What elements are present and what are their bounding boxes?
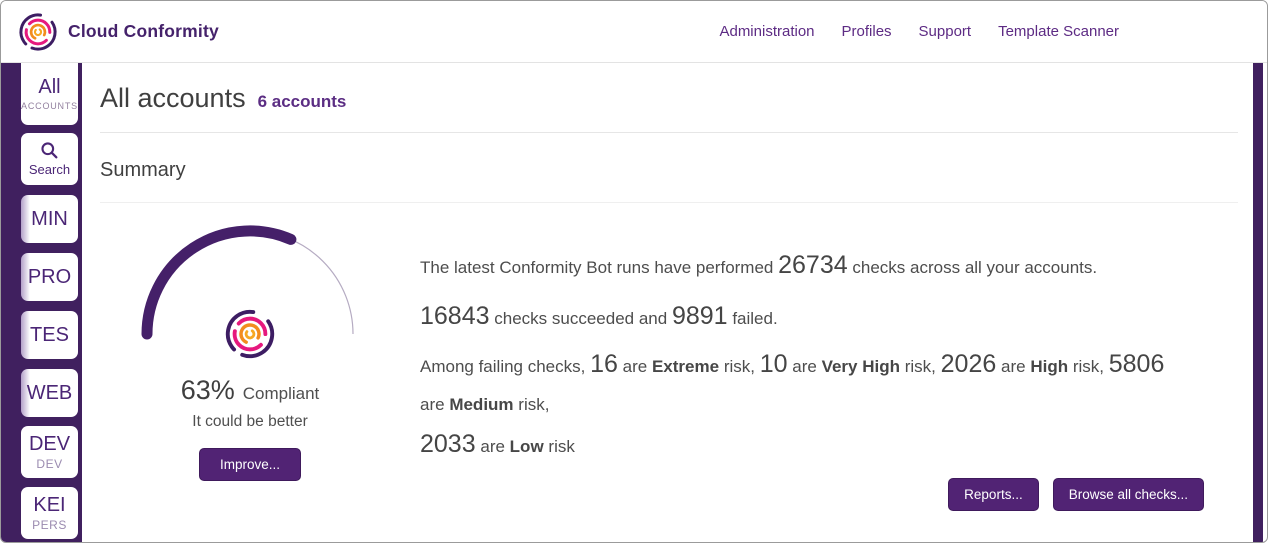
summary-section-title: Summary (100, 159, 186, 181)
sidebar-item-min[interactable]: MIN (21, 195, 78, 243)
medium-risk-count: 5806 (1108, 350, 1165, 378)
sidebar-item-tes[interactable]: TES (21, 311, 78, 359)
compliance-gauge-panel: 63% Compliant It could be better Improve… (100, 203, 400, 511)
top-header: Cloud Conformity Administration Profiles… (1, 1, 1267, 63)
succeeded-failed-line: 16843 checks succeeded and 9891 failed. (420, 302, 1253, 331)
top-nav: Administration Profiles Support Template… (719, 23, 1267, 40)
text-fragment: risk, (1072, 357, 1104, 376)
brand-name: Cloud Conformity (68, 21, 219, 41)
sidebar-item-sublabel: ACCOUNTS (21, 101, 78, 111)
compliance-gauge (135, 216, 365, 360)
sidebar-item-kei[interactable]: KEI PERS (21, 487, 78, 539)
sidebar-item-sublabel: PERS (32, 517, 67, 532)
nav-profiles[interactable]: Profiles (841, 23, 892, 40)
nav-administration[interactable]: Administration (719, 23, 815, 40)
nav-support[interactable]: Support (918, 23, 972, 40)
sidebar-item-label: KEI (33, 493, 66, 516)
very-high-risk-label: Very High (821, 357, 900, 376)
text-fragment: failed. (732, 309, 778, 328)
title-divider (100, 132, 1238, 133)
checks-stats-panel: The latest Conformity Bot runs have perf… (400, 203, 1253, 512)
sidebar-item-label: All (38, 76, 61, 98)
sidebar-item-label: DEV (28, 432, 71, 455)
cloud-conformity-logo-icon (224, 308, 276, 360)
extreme-risk-label: Extreme (651, 357, 720, 376)
high-risk-label: High (1030, 357, 1069, 376)
improve-button[interactable]: Improve... (198, 448, 302, 481)
compliance-percent: 63% (180, 375, 235, 405)
sidebar-item-dev[interactable]: DEV DEV (21, 426, 78, 478)
cloud-conformity-logo-icon (18, 11, 58, 52)
high-risk-count: 2026 (940, 350, 997, 378)
total-checks-count: 26734 (778, 251, 848, 279)
total-checks-line: The latest Conformity Bot runs have perf… (420, 251, 1253, 280)
sidebar-item-label: MIN (31, 207, 68, 230)
sidebar-item-pro[interactable]: PRO (21, 253, 78, 301)
sidebar-item-label: TES (30, 323, 69, 346)
very-high-risk-count: 10 (759, 350, 788, 378)
text-fragment: are (1001, 357, 1026, 376)
sidebar-item-label: WEB (26, 381, 73, 404)
failed-count: 9891 (671, 302, 728, 330)
text-fragment: are (622, 357, 648, 376)
text-fragment: checks across all your accounts. (852, 258, 1098, 277)
sidebar-item-label: Search (28, 162, 71, 177)
text-fragment: risk, (723, 357, 755, 376)
text-fragment: are (480, 436, 505, 456)
compliance-score: 63% Compliant (181, 375, 320, 406)
summary-divider (100, 202, 1238, 203)
text-fragment: are (420, 394, 445, 414)
text-fragment: risk, (904, 357, 936, 376)
summary-body: 63% Compliant It could be better Improve… (100, 203, 1253, 512)
sidebar-item-label: PRO (27, 265, 72, 288)
page-title: All accounts (100, 83, 246, 113)
summary-actions: Reports... Browse all checks... (420, 478, 1253, 512)
sidebar-item-all-accounts[interactable]: All ACCOUNTS (21, 63, 78, 125)
accounts-count-badge: 6 accounts (257, 92, 347, 111)
compliance-label: Compliant (242, 384, 320, 403)
page-title-row: All accounts 6 accounts (100, 83, 1253, 114)
text-fragment: risk (548, 436, 575, 456)
succeeded-count: 16843 (420, 302, 490, 330)
text-fragment: risk, (518, 394, 550, 414)
compliance-message: It could be better (192, 413, 308, 430)
gauge-arc (141, 225, 354, 340)
low-risk-count: 2033 (420, 429, 476, 458)
browse-all-checks-button[interactable]: Browse all checks... (1052, 478, 1204, 512)
text-fragment: are (792, 357, 817, 376)
text-fragment: Among failing checks, (420, 357, 586, 376)
text-fragment: checks succeeded and (494, 309, 668, 328)
sidebar-item-web[interactable]: WEB (21, 369, 78, 417)
reports-button[interactable]: Reports... (948, 478, 1039, 512)
sidebar-item-sublabel: DEV (36, 456, 63, 471)
risk-breakdown-line: Among failing checks, 16 are Extreme ris… (420, 341, 1253, 468)
main-content: All accounts 6 accounts Summary 6 (82, 63, 1253, 542)
medium-risk-label: Medium (449, 394, 514, 414)
nav-template-scanner[interactable]: Template Scanner (998, 23, 1119, 40)
accounts-sidebar: All ACCOUNTS Search MIN PRO TES WEB DEV … (1, 63, 82, 542)
right-scrollbar[interactable] (1253, 63, 1263, 542)
sidebar-item-search[interactable]: Search (21, 133, 78, 185)
extreme-risk-count: 16 (590, 350, 618, 378)
search-icon (41, 142, 58, 159)
brand-logo-link[interactable]: Cloud Conformity (18, 11, 219, 52)
text-fragment: The latest Conformity Bot runs have perf… (420, 258, 774, 277)
low-risk-label: Low (509, 436, 544, 456)
